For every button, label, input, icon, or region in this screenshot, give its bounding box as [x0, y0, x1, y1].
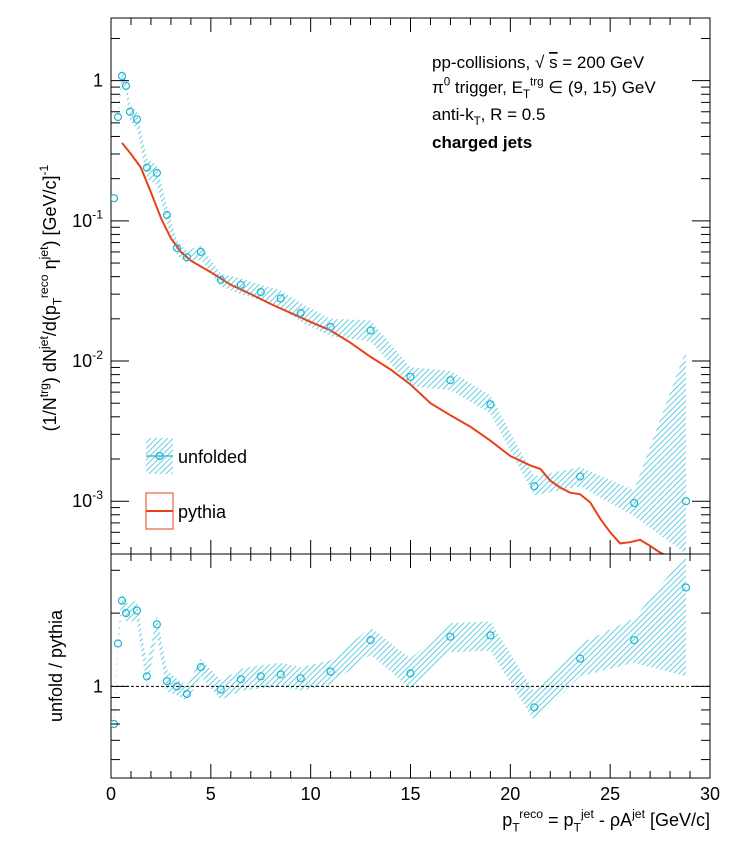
ratio-point-18 [406, 669, 415, 678]
unfolded-point-15 [276, 294, 285, 303]
unfolded-point-22 [530, 482, 539, 491]
ratio-point-10 [196, 662, 205, 672]
bottom-panel: 1 0 5 10 15 20 25 30 unfold / pythia pTreco = … [46, 553, 720, 835]
annotation-algorithm: anti-kT, R = 0.5 [432, 105, 545, 128]
top-y-tick-label-1: 10-1 [72, 208, 103, 231]
ratio-point-8 [172, 682, 181, 691]
x-tick-label-2: 10 [301, 784, 321, 804]
ratio-point-11 [216, 685, 225, 694]
unfolded-point-5 [132, 115, 142, 124]
unfolded-point-23 [576, 472, 585, 481]
ratio-point-14 [276, 670, 285, 679]
annotation-collisions-text: pp-collisions, √ [432, 53, 545, 72]
unfolded-point-12 [216, 275, 225, 284]
ratio-uncertainty-band [114, 554, 686, 729]
ratio-point-23 [629, 635, 639, 645]
ratio-point-13 [256, 672, 265, 681]
unfolded-point-10 [182, 253, 191, 262]
legend-pythia-label: pythia [178, 502, 227, 522]
unfolded-point-7 [152, 168, 161, 177]
ratio-point-21 [530, 703, 539, 712]
unfolded-point-4 [125, 107, 135, 116]
annotation-block: pp-collisions, √ s = 200 GeV π0 trigger,… [432, 53, 656, 152]
unfolded-point-24 [629, 498, 639, 508]
x-tick-label-0: 0 [106, 784, 116, 804]
x-axis-label: pTreco = pTjet - ρAjet [GeV/c] [502, 807, 710, 835]
unfolded-point-9 [172, 243, 181, 253]
unfolded-point-8 [162, 210, 171, 220]
ratio-point-15 [296, 674, 305, 683]
unfolded-point-6 [142, 163, 151, 172]
ratio-point-19 [446, 632, 455, 641]
annotation-jet-type: charged jets [432, 133, 532, 152]
unfolded-point-0 [111, 194, 119, 203]
ratio-point-3 [121, 608, 131, 618]
unfolded-point-3 [121, 81, 131, 90]
ratio-point-2 [117, 596, 127, 605]
top-y-axis-label: (1/Ntrg) dNjet/d(pTreco ηjet) [GeV/c]-1 [37, 164, 65, 431]
ratio-point-7 [162, 677, 171, 686]
ratio-point-1 [113, 639, 123, 648]
ratio-point-20 [486, 631, 495, 640]
unfolded-point-2 [117, 71, 127, 81]
x-tick-label-5: 25 [600, 784, 620, 804]
pythia-series-line [121, 142, 666, 554]
top-y-tick-label-2: 10-2 [72, 348, 103, 371]
legend: unfolded pythia [145, 438, 247, 530]
annotation-collisions: pp-collisions, √ s = 200 GeV [432, 53, 645, 72]
ratio-band-shape [114, 554, 686, 729]
ratio-point-4 [132, 606, 142, 615]
x-tick-label-1: 5 [206, 784, 216, 804]
unfolded-point-21 [486, 400, 495, 409]
ratio-point-17 [366, 635, 375, 645]
x-tick-label-6: 30 [700, 784, 720, 804]
legend-unfolded-marker [155, 451, 164, 461]
bottom-y-tick-label-0: 1 [93, 676, 103, 696]
ratio-point-22 [576, 654, 585, 663]
x-tick-label-3: 15 [400, 784, 420, 804]
unfolded-point-25 [681, 497, 691, 506]
top-y-tick-label-0: 1 [93, 71, 103, 91]
unfolded-point-11 [196, 247, 205, 256]
ratio-point-24 [681, 583, 691, 592]
unfolded-point-20 [446, 376, 455, 385]
bottom-y-axis-label: unfold / pythia [46, 609, 66, 722]
ratio-point-9 [182, 689, 191, 699]
unfolded-point-1 [113, 112, 123, 122]
ratio-point-12 [236, 675, 245, 684]
unfolded-point-16 [296, 308, 305, 318]
top-y-tick-label-3: 10-3 [72, 488, 103, 511]
x-tick-label-4: 20 [500, 784, 520, 804]
ratio-point-6 [152, 620, 161, 629]
unfolded-point-17 [326, 322, 335, 332]
legend-unfolded-label: unfolded [178, 447, 247, 467]
unfolded-point-18 [366, 326, 375, 335]
ratio-point-16 [326, 667, 335, 676]
unfolded-point-19 [406, 372, 415, 381]
ratio-point-5 [142, 672, 151, 681]
unfolded-band-shape [114, 69, 686, 554]
unfolded-point-13 [236, 280, 245, 289]
top-panel-frame [110, 17, 711, 555]
unfolded-point-14 [256, 288, 265, 297]
unfolded-uncertainty-band [114, 69, 686, 554]
top-panel: 1 10-1 10-2 10-3 pp-collisions, √ s = 200 G… [37, 17, 711, 555]
annotation-trigger: π0 trigger, ETtrg ∈ (9, 15) GeV [432, 75, 656, 101]
